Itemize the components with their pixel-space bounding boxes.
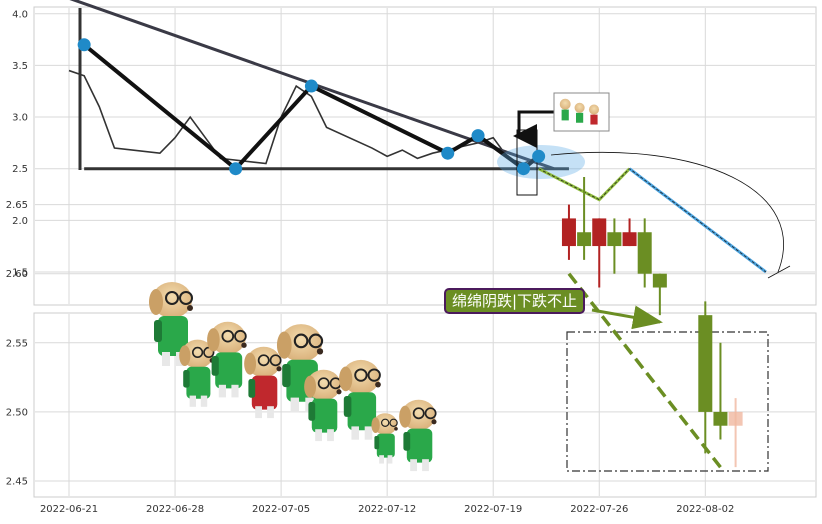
projection-dash [538,168,767,273]
dog-sticker-8 [399,399,437,472]
pivot-point-3 [441,146,455,160]
bottom-x-ticks: 2022-06-21 2022-06-28 2022-07-05 2022-07-12… [40,504,734,515]
dog-thumbnail [553,92,610,132]
x-tick-2: 2022-07-05 [252,504,310,515]
pivot-point-2 [304,79,318,93]
bottom-y-tick-1: 2.50 [6,407,28,418]
candle-body-0 [561,218,576,247]
bottom-y-tick-4: 2.65 [6,200,28,211]
candle-body-7 [698,315,713,412]
dog-sticker-5 [304,369,342,442]
bottom-y-tick-3: 2.60 [6,269,28,280]
candle-body-4 [622,232,637,247]
x-tick-6: 2022-08-02 [676,504,734,515]
dog-sticker-2 [207,321,247,398]
projection-group [537,167,767,274]
top-y-tick-4: 3.5 [12,61,28,72]
candlesticks-group [561,176,743,468]
x-tick-5: 2022-07-26 [570,504,628,515]
bottom-trend-dash [567,272,722,469]
annotation-arrow [591,305,663,330]
x-tick-3: 2022-07-12 [358,504,416,515]
x-tick-1: 2022-06-28 [146,504,204,515]
top-y-ticks: 1.5 2.0 2.5 3.0 3.5 4.0 [12,9,28,278]
dog-sticker-0 [149,282,193,366]
x-tick-4: 2022-07-19 [464,504,522,515]
top-y-tick-3: 3.0 [12,113,28,124]
dog-sticker-4 [276,324,324,413]
bottom-y-ticks: 2.45 2.50 2.55 2.60 2.65 [6,200,28,487]
candle-body-2 [592,218,607,247]
pivot-point-4 [471,129,485,143]
bottom-y-tick-2: 2.55 [6,338,28,349]
x-tick-0: 2022-06-21 [40,504,98,515]
pivot-points-group [77,38,546,176]
candle-body-5 [637,232,652,274]
candle-selection-box [566,331,769,472]
top-y-tick-0: 1.5 [12,268,28,279]
dog-sticker-7 [371,413,398,464]
candle-body-1 [577,232,592,247]
candle-body-3 [607,232,622,247]
target-arc [550,151,784,273]
pivot-point-0 [77,38,91,52]
candle-body-9 [728,411,743,426]
top-y-tick-2: 2.5 [12,164,28,175]
top-y-tick-5: 4.0 [12,9,28,20]
dog-sticker-1 [179,339,215,407]
pointer-arrow [513,110,557,148]
dog-sticker-6 [339,359,381,440]
bottom-y-tick-0: 2.45 [6,477,28,488]
pivot-point-6 [532,149,546,163]
dog-stickers [149,282,437,472]
target-arc-tip [767,265,791,279]
pivot-point-1 [229,162,243,176]
dog-sticker-3 [244,346,282,419]
bottom-trend-group [567,272,722,469]
pivot-point-5 [517,162,530,176]
top-y-tick-1: 2.0 [12,216,28,227]
candle-body-8 [713,411,728,426]
candle-body-6 [652,273,667,288]
annotation-label: 绵绵阴跌|下跌不止 [444,288,586,314]
